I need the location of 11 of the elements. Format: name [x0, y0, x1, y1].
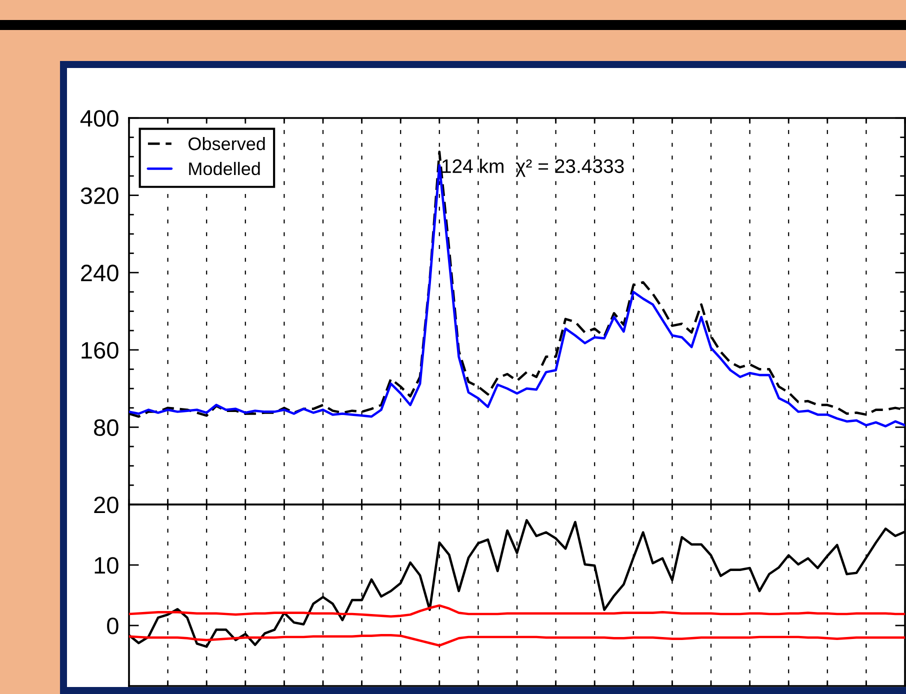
y-tick-label: 20 — [94, 496, 118, 514]
y-tick-label: 80 — [94, 419, 118, 436]
y-tick-label: 10 — [94, 557, 118, 574]
legend-label: Modelled — [189, 162, 260, 176]
y-tick-label: 400 — [80, 110, 118, 127]
y-tick-label: 0 — [107, 618, 118, 634]
annotation: 124 km χ² = 23.4333 — [442, 158, 624, 177]
y-tick-label: 160 — [82, 342, 118, 359]
y-tick-label: 320 — [80, 187, 118, 204]
y-tick-label: 240 — [81, 264, 118, 282]
legend-label: Observed — [188, 136, 265, 150]
